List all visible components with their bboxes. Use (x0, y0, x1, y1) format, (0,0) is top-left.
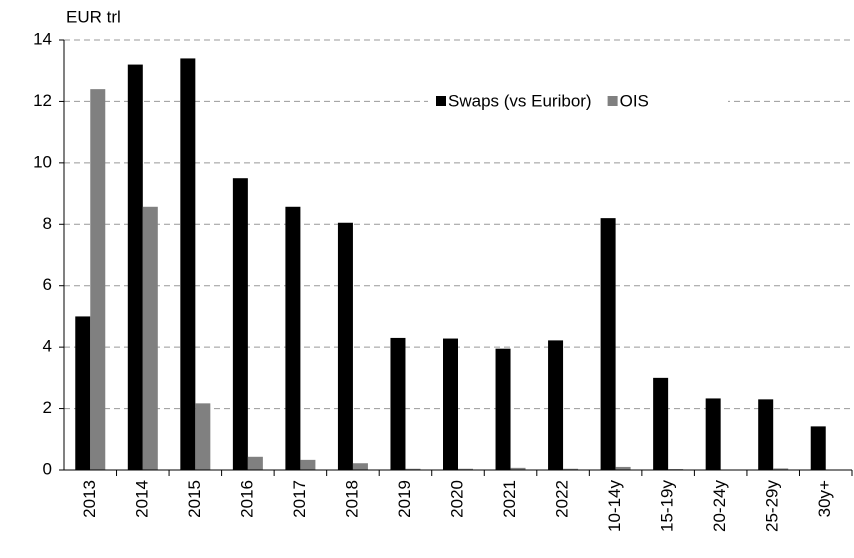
bar (337, 222, 353, 470)
bar (232, 178, 248, 470)
x-tick-label: 25-29y (763, 480, 782, 532)
y-tick-label: 0 (43, 459, 52, 478)
legend-label: OIS (620, 91, 649, 110)
bar (548, 340, 564, 470)
x-tick-label: 10-14y (605, 480, 624, 532)
bar (127, 64, 143, 471)
x-tick-label: 2014 (132, 480, 151, 518)
bar (510, 467, 526, 470)
bar (390, 337, 406, 470)
bar (285, 206, 301, 470)
x-tick-label: 2021 (500, 480, 519, 518)
x-tick-label: 2017 (290, 480, 309, 518)
legend-swatch (436, 96, 446, 106)
bar (705, 398, 721, 470)
y-axis-label: EUR trl (66, 7, 121, 26)
x-tick-label: 15-19y (658, 480, 677, 532)
bar (600, 218, 616, 470)
bar (653, 377, 669, 470)
x-tick-label: 2016 (237, 480, 256, 518)
y-tick-label: 8 (43, 214, 52, 233)
bar (495, 348, 511, 470)
x-tick-label: 2019 (395, 480, 414, 518)
bar (458, 468, 473, 470)
bar (443, 338, 458, 470)
x-tick-label: 2018 (342, 480, 361, 518)
legend-background (428, 88, 728, 114)
x-tick-label: 2013 (80, 480, 99, 518)
bar (352, 463, 368, 470)
y-tick-label: 12 (33, 91, 52, 110)
y-tick-label: 4 (43, 337, 52, 356)
bar (773, 468, 789, 470)
y-tick-label: 6 (43, 275, 52, 294)
bar (615, 466, 631, 470)
bar (758, 399, 774, 470)
legend-swatch (607, 96, 618, 106)
x-tick-label: 2015 (185, 480, 204, 518)
x-tick-label: 20-24y (710, 480, 729, 532)
bar (90, 89, 106, 471)
bar (563, 468, 579, 470)
y-tick-label: 14 (33, 29, 52, 48)
x-tick-label: 30y+ (815, 480, 834, 517)
legend: Swaps (vs Euribor) OIS (428, 88, 728, 114)
y-tick-label: 2 (43, 398, 52, 417)
bar (405, 468, 421, 470)
y-tick-label: 10 (33, 152, 52, 171)
bar (75, 316, 91, 470)
bar (142, 206, 158, 470)
x-tick-label: 2020 (447, 480, 466, 518)
x-tick-label: 2022 (553, 480, 572, 518)
bar (300, 459, 316, 470)
bar (810, 426, 826, 470)
legend-label: Swaps (vs Euribor) (448, 91, 592, 110)
bar (195, 403, 211, 470)
bar (180, 58, 196, 471)
bar (247, 456, 263, 470)
